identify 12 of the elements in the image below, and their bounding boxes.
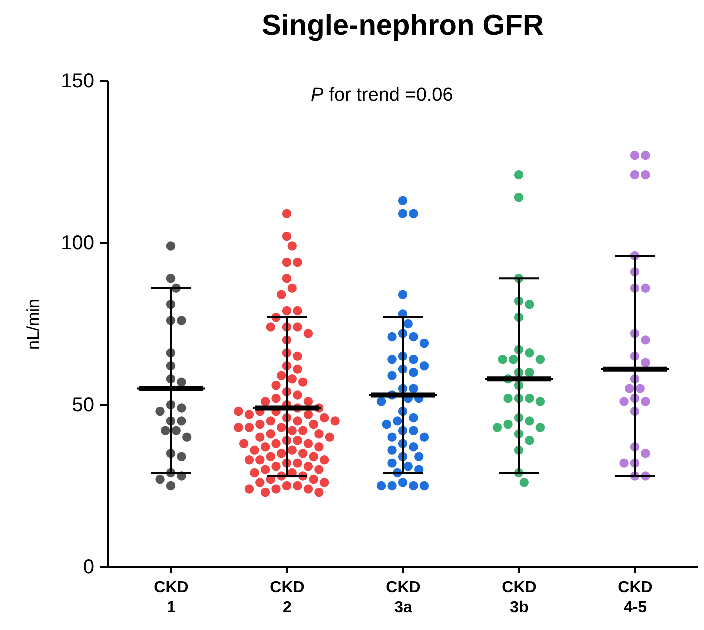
x-tick-label: CKD 1 <box>154 580 189 616</box>
x-tick-label: CKD 4-5 <box>618 580 653 616</box>
y-tick-label: 50 <box>72 394 94 416</box>
y-tick-label: 100 <box>61 232 94 254</box>
chart-title: Single-nephron GFR <box>262 10 544 42</box>
x-tick-label: CKD 2 <box>270 580 305 616</box>
y-axis-title: nL/min <box>24 298 44 350</box>
x-tick-label: CKD 3a <box>386 580 421 616</box>
y-tick-label: 150 <box>61 70 94 92</box>
x-tick-label: CKD 3b <box>502 580 537 616</box>
annotation: P for trend =0.06 <box>311 85 454 106</box>
y-tick-label: 0 <box>83 556 94 578</box>
